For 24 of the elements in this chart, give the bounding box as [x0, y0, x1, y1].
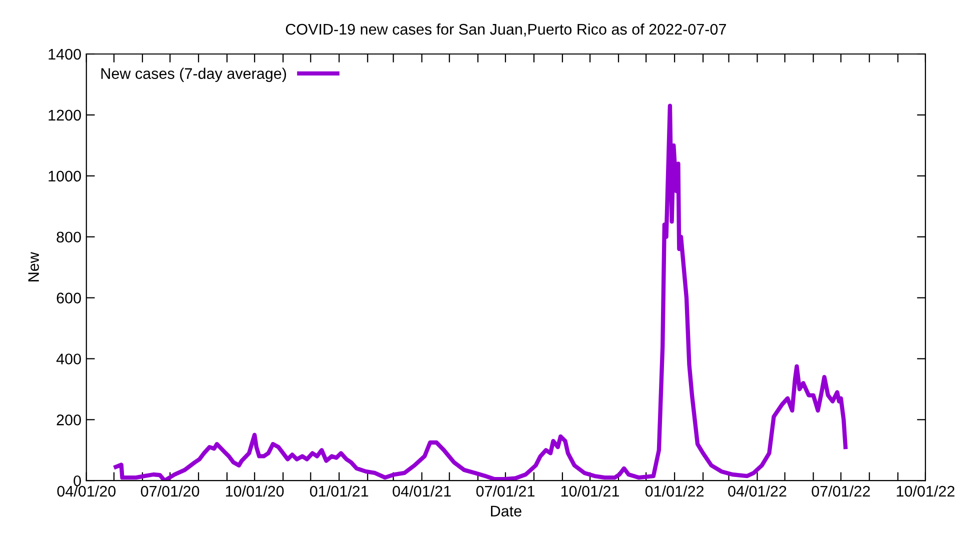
y-tick-label: 1400 [48, 48, 81, 60]
x-tick-label: 04/01/21 [392, 485, 451, 497]
x-tick-label: 10/01/22 [896, 485, 954, 497]
chart-title: COVID-19 new cases for San Juan,Puerto Rico as of 2022-07-07 [286, 23, 726, 37]
line-series [114, 104, 848, 481]
x-axis-title: Date [491, 506, 522, 516]
y-tick-label: 1200 [48, 110, 81, 121]
legend-label: New cases (7-day average) [101, 68, 286, 82]
y-tick-label: 200 [56, 414, 81, 426]
y-tick-label: 0 [74, 475, 81, 486]
x-tick-label: 04/01/22 [728, 485, 786, 497]
y-tick-label: 800 [56, 232, 81, 243]
x-tick-label: 01/01/22 [645, 485, 704, 497]
x-tick-label: 10/01/20 [226, 485, 284, 497]
x-tick-label: 01/01/21 [310, 485, 368, 497]
y-tick-label: 600 [56, 292, 81, 304]
x-tick-label: 07/01/20 [140, 485, 200, 497]
x-tick-label: 07/01/22 [812, 485, 870, 497]
y-tick-label: 400 [56, 354, 81, 364]
y-tick-label: 1000 [48, 170, 81, 182]
x-tick-label: 04/01/20 [57, 485, 116, 497]
y-axis-title: New [28, 252, 39, 282]
x-tick-label: 10/01/21 [561, 485, 619, 497]
x-tick-label: 07/01/21 [476, 485, 534, 497]
